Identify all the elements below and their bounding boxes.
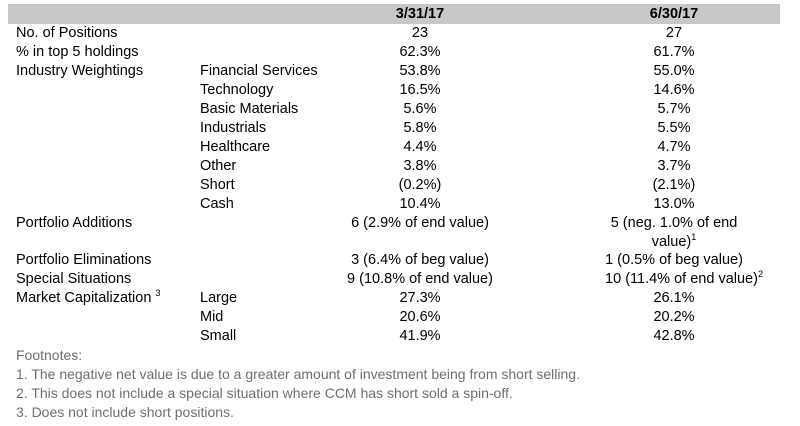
footnotes-title: Footnotes:	[16, 347, 83, 363]
footnote-1: 1. The negative net value is due to a gr…	[16, 366, 580, 382]
table-row-marketcap-mid: Mid 20.6% 20.2%	[0, 308, 800, 327]
table-row-special: Special Situations 9 (10.8% of end value…	[0, 270, 800, 289]
sub-label: Industrials	[200, 120, 267, 136]
sub-label: Mid	[200, 309, 224, 325]
table-row-industry-technology: Technology 16.5% 14.6%	[0, 81, 800, 100]
table-row-eliminations: Portfolio Eliminations 3 (6.4% of beg va…	[0, 251, 800, 270]
value-q1: 27.3%	[399, 290, 441, 306]
table-row-industry-other: Other 3.8% 3.7%	[0, 157, 800, 176]
table-row-marketcap-small: Small 41.9% 42.8%	[0, 327, 800, 346]
table-row-top5: % in top 5 holdings 62.3% 61.7%	[0, 43, 800, 62]
footnote-2: 2. This does not include a special situa…	[16, 385, 513, 401]
table-row-industry-industrials: Industrials 5.8% 5.5%	[0, 119, 800, 138]
value-q2-line2: value)1	[568, 233, 780, 252]
value-q1: 5.6%	[403, 101, 437, 117]
value-q2: 4.7%	[657, 139, 691, 155]
table-row-positions: No. of Positions 23 27	[0, 24, 800, 43]
sub-label: Short	[200, 177, 235, 193]
footnote-marker-3: 3	[155, 288, 161, 299]
header-bar	[8, 4, 780, 24]
value-q1: 9 (10.8% of end value)	[347, 271, 493, 287]
table-row-marketcap-large: Market Capitalization 3 Large 27.3% 26.1…	[0, 289, 800, 308]
value-q1: 16.5%	[399, 82, 441, 98]
value-q1: 23	[411, 25, 429, 41]
value-q2: 26.1%	[653, 290, 695, 306]
sub-label: Basic Materials	[200, 101, 299, 117]
sub-label: Cash	[200, 196, 234, 212]
value-q2: 10 (11.4% of end value)2	[568, 270, 800, 289]
value-q2: 55.0%	[653, 63, 695, 79]
row-label: Special Situations	[16, 271, 132, 287]
value-q2-line2-text: value)	[651, 234, 692, 250]
table-row-industry-short: Short (0.2%) (2.1%)	[0, 176, 800, 195]
footnote-3: 3. Does not include short positions.	[16, 404, 234, 420]
value-q1: 41.9%	[399, 328, 441, 344]
value-q2: 42.8%	[653, 328, 695, 344]
sub-label: Financial Services	[200, 63, 318, 79]
value-q1: 6 (2.9% of end value)	[351, 215, 489, 231]
row-label: Portfolio Additions	[16, 215, 133, 231]
value-q1: (0.2%)	[398, 177, 442, 193]
sub-label: Healthcare	[200, 139, 271, 155]
footnote-marker-2: 2	[757, 269, 763, 280]
value-q2: 61.7%	[653, 44, 695, 60]
table-row-industry-healthcare: Healthcare 4.4% 4.7%	[0, 138, 800, 157]
value-q2: (2.1%)	[652, 177, 696, 193]
row-label: Market Capitalization 3	[16, 289, 160, 308]
value-q2: 13.0%	[653, 196, 695, 212]
value-q1: 3.8%	[403, 158, 437, 174]
value-q2-text: 10 (11.4% of end value)	[605, 271, 758, 287]
footnotes: Footnotes: 1. The negative net value is …	[16, 346, 580, 422]
value-q2: 5.5%	[657, 120, 691, 136]
value-q2: 14.6%	[653, 82, 695, 98]
value-q2: 20.2%	[653, 309, 695, 325]
value-q2: 3.7%	[657, 158, 691, 174]
value-q1: 10.4%	[399, 196, 441, 212]
table-row-additions: Portfolio Additions 6 (2.9% of end value…	[0, 214, 800, 252]
value-q2: 5.7%	[657, 101, 691, 117]
value-q1: 53.8%	[399, 63, 441, 79]
table-row-industry-cash: Cash 10.4% 13.0%	[0, 195, 800, 214]
row-label: Industry Weightings	[16, 63, 144, 79]
value-q2: 1 (0.5% of beg value)	[605, 252, 743, 268]
value-q1: 5.8%	[403, 120, 437, 136]
sub-label: Technology	[200, 82, 274, 98]
table-row-industry-basic-materials: Basic Materials 5.6% 5.7%	[0, 100, 800, 119]
value-q1: 4.4%	[403, 139, 437, 155]
row-label-text: Market Capitalization	[16, 290, 152, 306]
row-label: Portfolio Eliminations	[16, 252, 152, 268]
value-q1: 3 (6.4% of beg value)	[351, 252, 489, 268]
row-label: No. of Positions	[16, 25, 118, 41]
value-q2: 27	[665, 25, 683, 41]
sub-label: Large	[200, 290, 238, 306]
column-header-6-30-17: 6/30/17	[649, 6, 699, 22]
footnote-marker-1: 1	[691, 232, 697, 243]
value-q1: 62.3%	[399, 44, 441, 60]
value-q1: 20.6%	[399, 309, 441, 325]
sub-label: Other	[200, 158, 237, 174]
table-row-industry-financial: Industry Weightings Financial Services 5…	[0, 62, 800, 81]
sub-label: Small	[200, 328, 237, 344]
value-q2-line1: 5 (neg. 1.0% of end	[610, 215, 738, 231]
row-label: % in top 5 holdings	[16, 44, 139, 60]
column-header-3-31-17: 3/31/17	[395, 6, 445, 22]
